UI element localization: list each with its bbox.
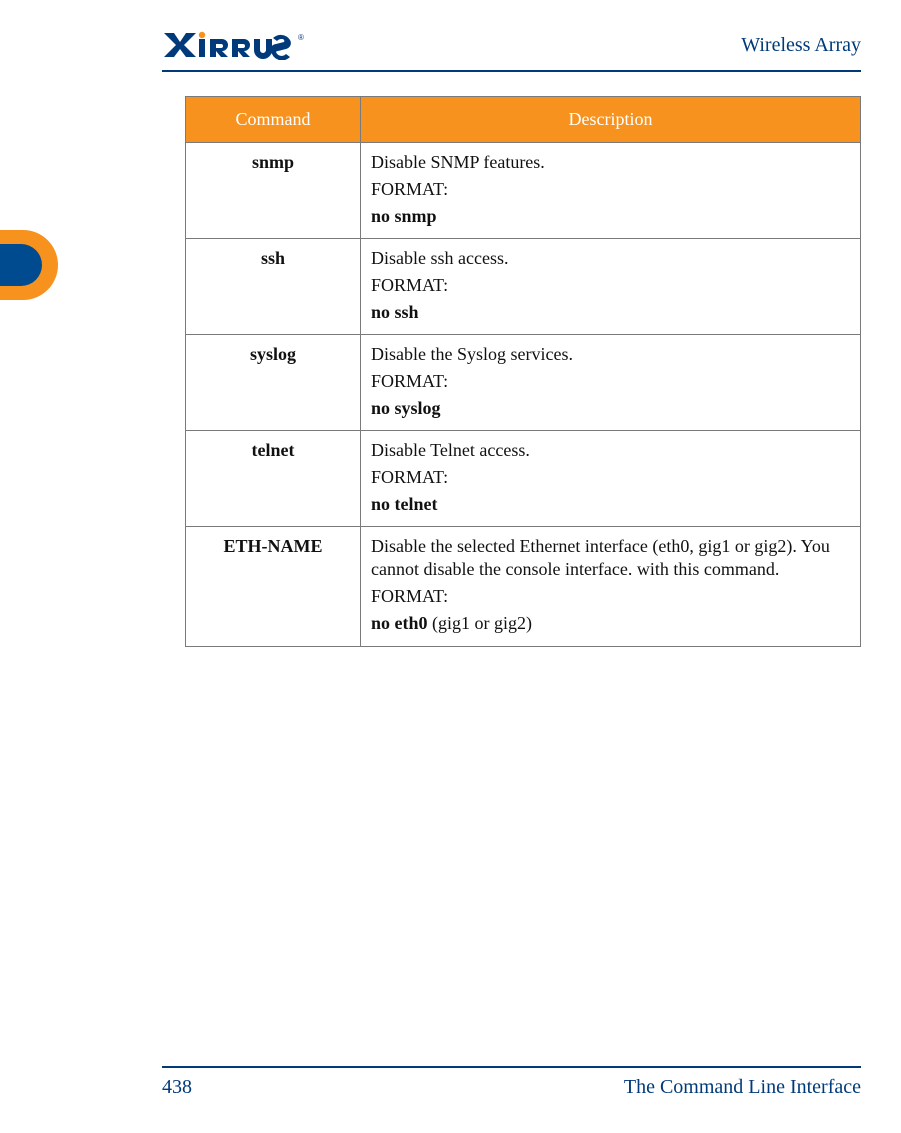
brand-logo: ® [162,30,306,60]
svg-text:®: ® [298,33,304,42]
format-label: FORMAT: [371,585,850,608]
table-row: snmp Disable SNMP features. FORMAT: no s… [186,143,861,239]
format-label: FORMAT: [371,466,850,489]
page-header: ® Wireless Array [162,30,861,72]
page-title: Wireless Array [741,34,861,57]
description-cell: Disable Telnet access. FORMAT: no telnet [361,431,861,527]
command-cell: ssh [186,239,361,335]
content-area: Command Description snmp Disable SNMP fe… [185,96,861,647]
format-label: FORMAT: [371,178,850,201]
table-row: syslog Disable the Syslog services. FORM… [186,335,861,431]
format-label: FORMAT: [371,370,850,393]
page-footer: 438 The Command Line Interface [162,1066,861,1099]
side-tab-blue [0,244,42,286]
format-syntax: no telnet [371,493,850,516]
description-cell: Disable SNMP features. FORMAT: no snmp [361,143,861,239]
col-header-command: Command [186,97,361,143]
format-syntax: no eth0 (gig1 or gig2) [371,612,850,635]
format-label: FORMAT: [371,274,850,297]
description-text: Disable the selected Ethernet interface … [371,535,850,581]
format-syntax: no syslog [371,397,850,420]
command-cell: syslog [186,335,361,431]
command-cell: telnet [186,431,361,527]
col-header-description: Description [361,97,861,143]
command-cell: ETH-NAME [186,527,361,646]
table-row: telnet Disable Telnet access. FORMAT: no… [186,431,861,527]
table-row: ETH-NAME Disable the selected Ethernet i… [186,527,861,646]
description-cell: Disable ssh access. FORMAT: no ssh [361,239,861,335]
section-title: The Command Line Interface [624,1076,861,1099]
description-text: Disable the Syslog services. [371,343,850,366]
table-row: ssh Disable ssh access. FORMAT: no ssh [186,239,861,335]
side-tab-decoration [0,230,58,300]
description-cell: Disable the selected Ethernet interface … [361,527,861,646]
page: ® Wireless Array Command Description snm… [0,0,901,1133]
xirrus-logo-icon: ® [162,30,306,60]
command-table: Command Description snmp Disable SNMP fe… [185,96,861,647]
description-cell: Disable the Syslog services. FORMAT: no … [361,335,861,431]
page-number: 438 [162,1076,192,1099]
description-text: Disable Telnet access. [371,439,850,462]
format-syntax: no ssh [371,301,850,324]
format-syntax: no snmp [371,205,850,228]
table-header-row: Command Description [186,97,861,143]
description-text: Disable ssh access. [371,247,850,270]
command-cell: snmp [186,143,361,239]
description-text: Disable SNMP features. [371,151,850,174]
